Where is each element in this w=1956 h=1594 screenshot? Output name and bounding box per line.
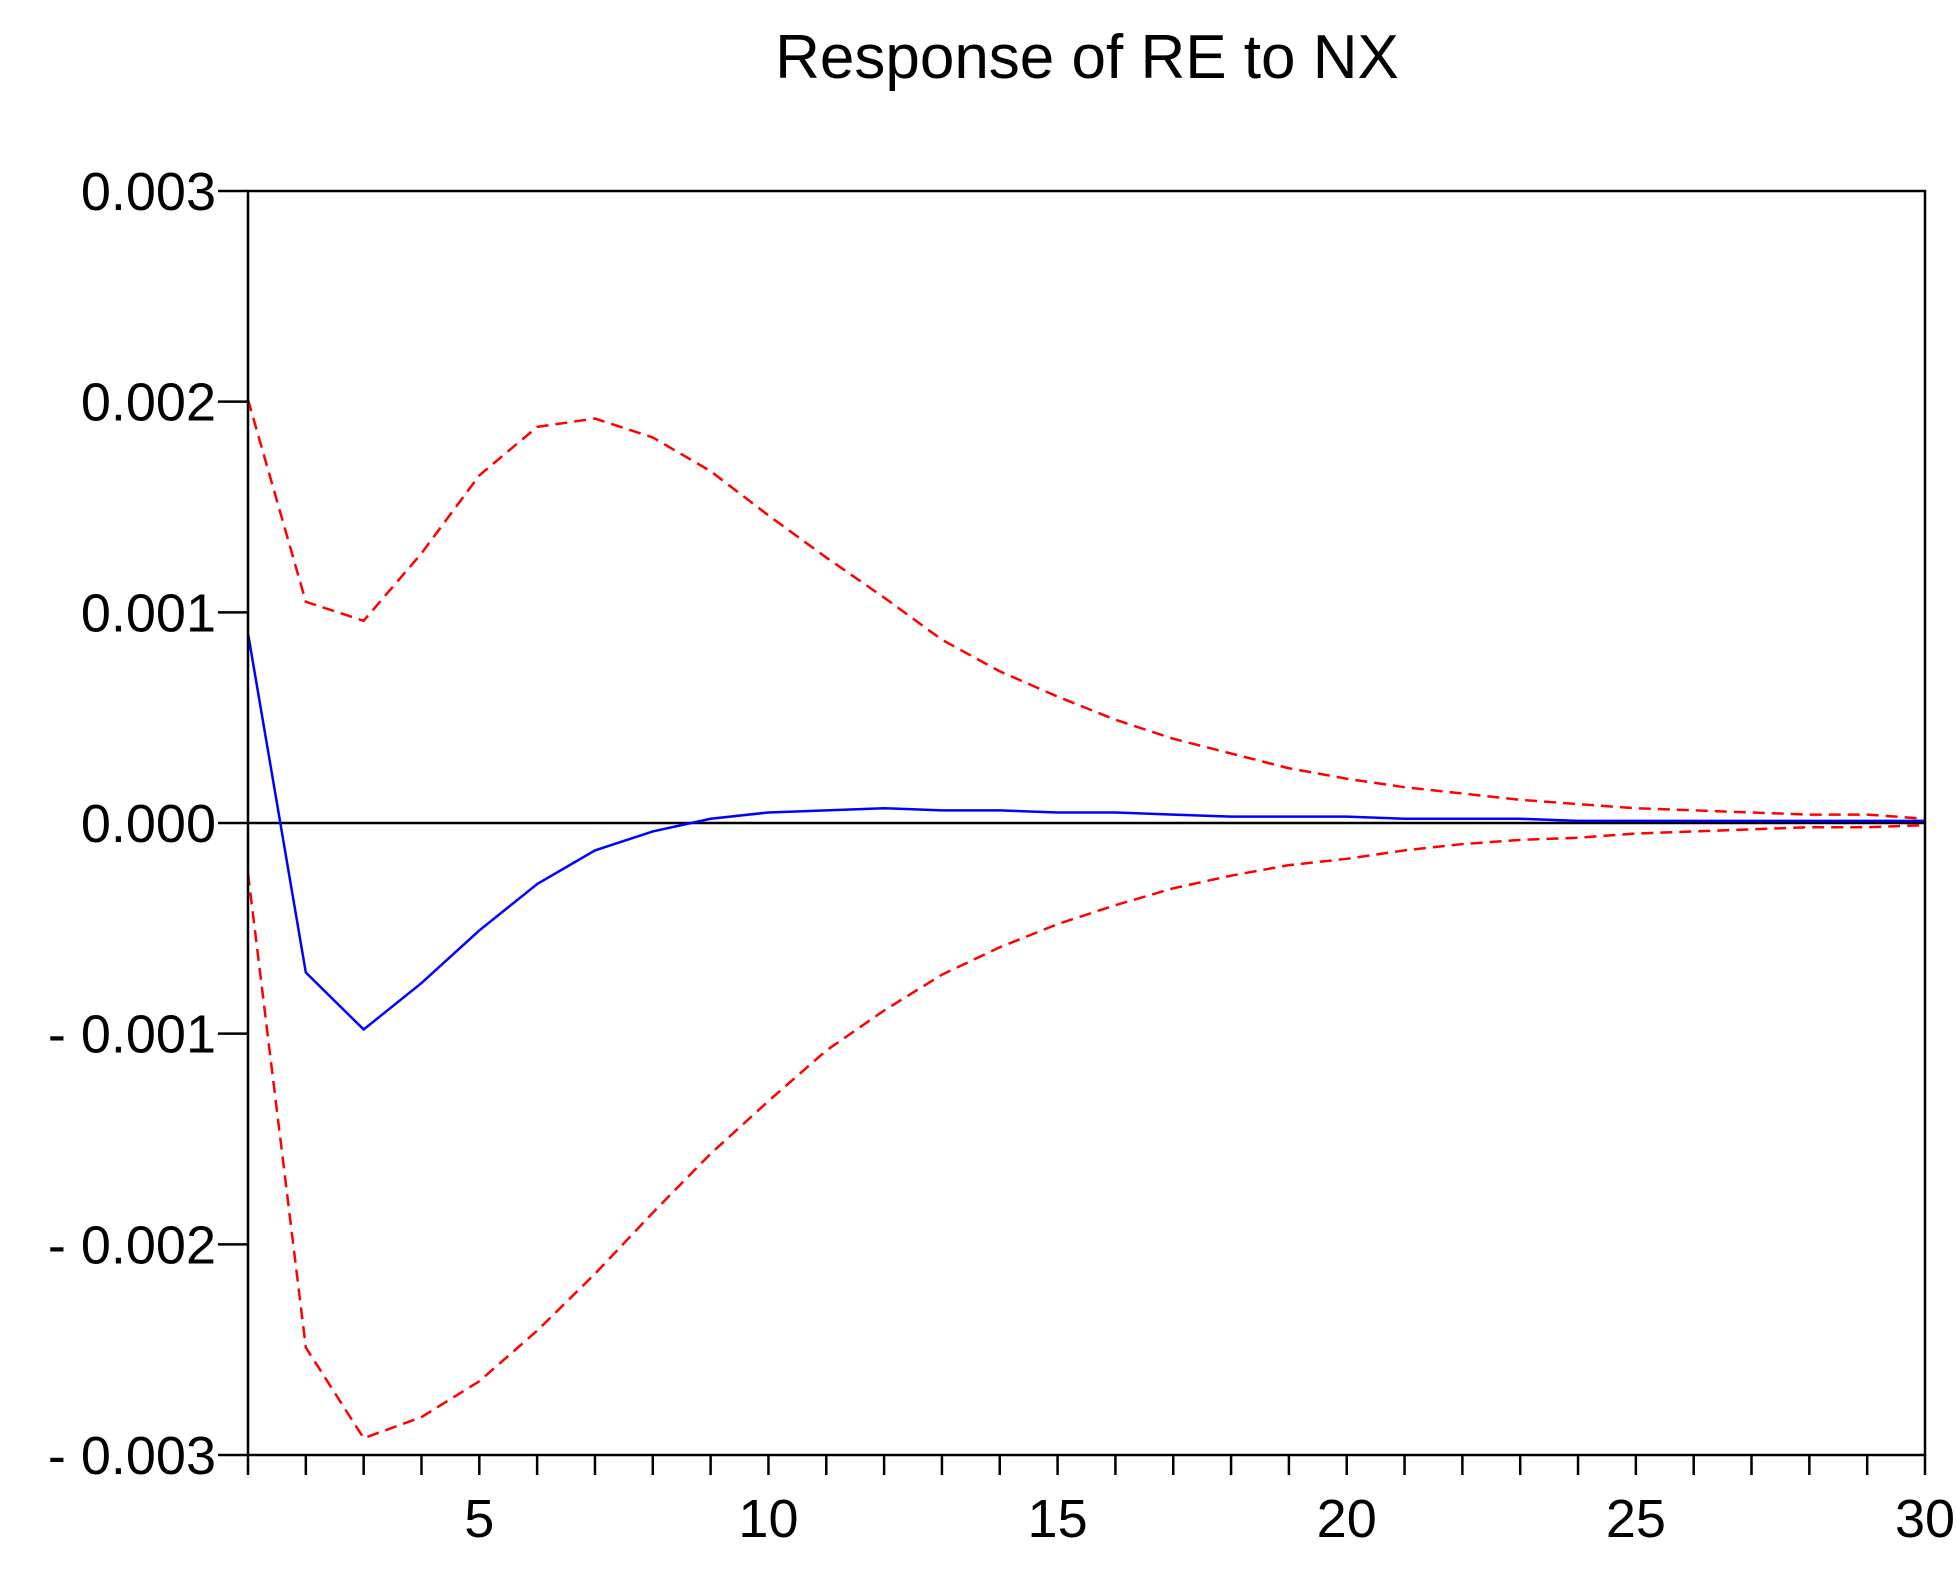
upper-band-line bbox=[246, 399, 1926, 821]
x-tick-label: 5 bbox=[464, 1489, 494, 1549]
lower-band-line bbox=[246, 823, 1926, 1440]
x-tick-label: 10 bbox=[738, 1489, 798, 1549]
y-tick-label: 0.000 bbox=[81, 794, 216, 854]
x-tick-label: 15 bbox=[1028, 1489, 1088, 1549]
y-tick-label: 0.003 bbox=[81, 162, 216, 222]
y-tick-label: 0.002 bbox=[81, 373, 216, 433]
y-tick-label: - 0.001 bbox=[48, 1005, 216, 1065]
y-tick-label: 0.001 bbox=[81, 583, 216, 643]
x-tick-label: 30 bbox=[1895, 1489, 1955, 1549]
x-tick-label: 20 bbox=[1317, 1489, 1377, 1549]
response-line bbox=[246, 633, 1925, 1032]
x-tick-label: 25 bbox=[1606, 1489, 1666, 1549]
y-tick-label: - 0.003 bbox=[48, 1426, 216, 1486]
y-tick-label: - 0.002 bbox=[48, 1215, 216, 1275]
chart-title: Response of RE to NX bbox=[775, 23, 1399, 92]
